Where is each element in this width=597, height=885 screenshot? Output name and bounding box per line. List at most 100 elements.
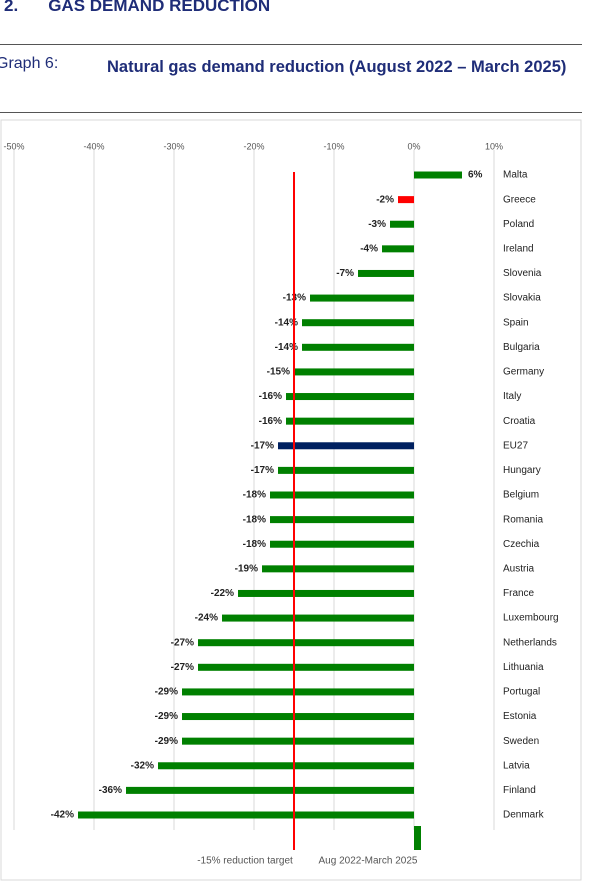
category-label: Latvia [503,760,530,771]
data-label: -17% [251,465,274,476]
data-label: -29% [155,711,178,722]
data-label: -19% [235,563,258,574]
data-label: -22% [211,588,234,599]
data-label: -2% [376,194,394,205]
x-tick-label: -40% [83,141,104,151]
graph-title: Natural gas demand reduction (August 202… [107,58,567,76]
category-label: France [503,588,535,599]
bar [294,368,414,376]
data-label: -42% [51,810,74,821]
bar [278,466,414,474]
bar [238,589,414,597]
category-label: Luxembourg [503,613,559,624]
bar [158,762,414,770]
category-label: Netherlands [503,637,557,648]
category-label: Sweden [503,736,539,747]
bar [262,565,414,573]
legend-label: -15% reduction target [197,856,293,867]
category-label: Greece [503,194,536,205]
bar [198,639,414,647]
data-label: -29% [155,736,178,747]
data-label: -7% [336,268,354,279]
category-label: Czechia [503,539,540,550]
legend-swatch [414,826,421,850]
category-label: Romania [503,514,543,525]
category-label: Germany [503,367,544,378]
category-label: Croatia [503,416,536,427]
bar [310,294,414,302]
category-label: Estonia [503,711,537,722]
bar [182,688,414,696]
bar [182,737,414,745]
bar [182,713,414,721]
bar [270,516,414,524]
category-label: Portugal [503,687,540,698]
x-tick-label: -10% [323,141,344,151]
bar [278,442,414,450]
bar [302,343,414,351]
data-label: -27% [171,662,194,673]
x-tick-label: -30% [163,141,184,151]
data-label: -18% [243,539,266,550]
bar [222,614,414,622]
data-label: -32% [131,760,154,771]
data-label: -18% [243,514,266,525]
bar [270,491,414,499]
data-label: -14% [275,317,298,328]
category-label: Lithuania [503,662,544,673]
bar [198,663,414,671]
category-label: Italy [503,391,521,402]
bar [390,220,414,228]
rule [0,44,582,45]
category-label: Hungary [503,465,541,476]
x-tick-label: 10% [485,141,503,151]
section-title: GAS DEMAND REDUCTION [48,0,271,15]
bar [302,319,414,327]
bar [398,196,414,204]
bar [286,417,414,425]
chart-frame [0,119,582,881]
data-label: -14% [275,342,298,353]
data-label: 6% [468,170,483,181]
bar [286,393,414,401]
graph-label: Graph 6: [0,55,59,72]
category-label: Austria [503,563,535,574]
section-heading: 2. GAS DEMAND REDUCTION [4,0,270,16]
category-label: Slovenia [503,268,542,279]
category-label: Slovakia [503,293,541,304]
category-label: Ireland [503,243,534,254]
data-label: -16% [259,391,282,402]
data-label: -29% [155,687,178,698]
category-label: Spain [503,317,529,328]
category-label: Poland [503,219,534,230]
bar [414,171,462,179]
data-label: -16% [259,416,282,427]
data-label: -15% [267,367,290,378]
x-tick-label: -50% [3,141,24,151]
data-label: -24% [195,613,218,624]
category-label: Denmark [503,810,545,821]
category-label: EU27 [503,440,528,451]
bar [126,786,414,794]
bar [78,811,414,819]
legend-label: Aug 2022-March 2025 [319,856,418,867]
data-label: -27% [171,637,194,648]
data-label: -18% [243,490,266,501]
data-label: -3% [368,219,386,230]
category-label: Malta [503,170,528,181]
category-label: Belgium [503,490,539,501]
data-label: -4% [360,243,378,254]
bar [382,245,414,253]
x-tick-label: -20% [243,141,264,151]
category-label: Finland [503,785,536,796]
section-number: 2. [4,0,19,15]
bar [270,540,414,548]
bar [358,269,414,277]
rule [0,112,582,113]
data-label: -17% [251,440,274,451]
data-label: -36% [99,785,122,796]
x-tick-label: 0% [407,141,420,151]
category-label: Bulgaria [503,342,540,353]
